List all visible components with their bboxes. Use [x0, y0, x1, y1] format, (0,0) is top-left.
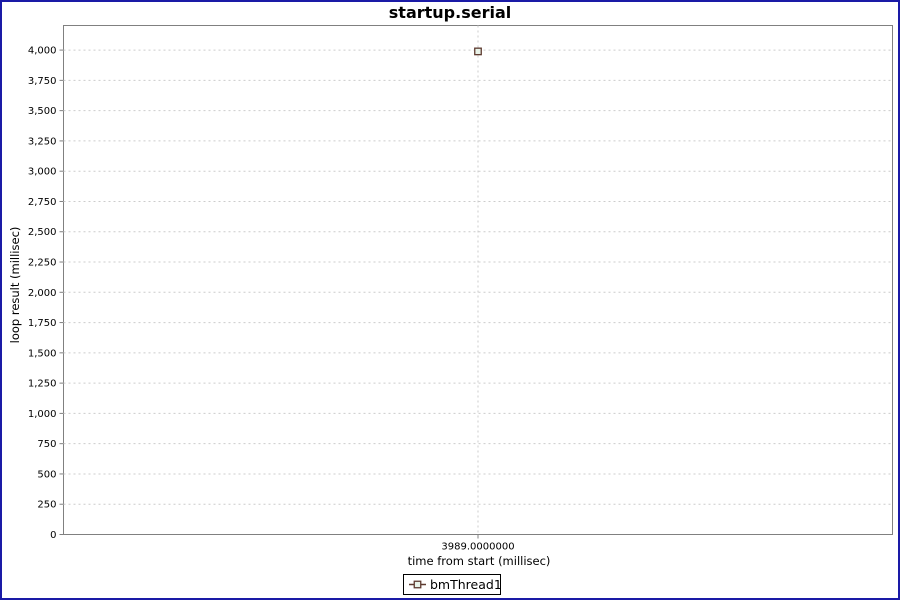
- x-axis-label: time from start (millisec): [408, 554, 551, 568]
- y-tick-label: 2,500: [28, 227, 57, 238]
- y-tick-label: 1,000: [28, 409, 57, 420]
- data-point-marker: [474, 47, 482, 56]
- y-tick-label: 0: [50, 530, 56, 541]
- y-axis-label: loop result (millisec): [8, 227, 22, 344]
- chart-title: startup.serial: [388, 3, 512, 22]
- y-tick-label: 3,750: [28, 76, 57, 87]
- y-tick-label: 4,000: [28, 46, 57, 57]
- y-tick-label: 1,500: [28, 348, 57, 359]
- y-tick-label: 2,250: [28, 258, 57, 269]
- y-tick-label: 2,750: [28, 197, 57, 208]
- y-tick-label: 750: [37, 439, 56, 450]
- y-tick-label: 3,000: [28, 167, 57, 178]
- plot-area: 0 250 500 750 1,000 1,250 1,500 1,750 2,000 2,250…: [28, 25, 893, 553]
- y-tick-label: 1,750: [28, 318, 57, 329]
- y-tick-label: 3,250: [28, 136, 57, 147]
- y-tick-label: 500: [37, 469, 56, 480]
- legend: bmThread1: [403, 574, 502, 595]
- x-tick-label: 3989.0000000: [441, 542, 514, 553]
- legend-label: bmThread1: [430, 577, 502, 592]
- legend-box: [403, 574, 501, 595]
- y-tick-label: 250: [37, 500, 56, 511]
- legend-marker-square: [413, 580, 422, 589]
- y-tick-label: 1,250: [28, 379, 57, 390]
- y-tick-label: 2,000: [28, 288, 57, 299]
- y-tick-label: 3,500: [28, 106, 57, 117]
